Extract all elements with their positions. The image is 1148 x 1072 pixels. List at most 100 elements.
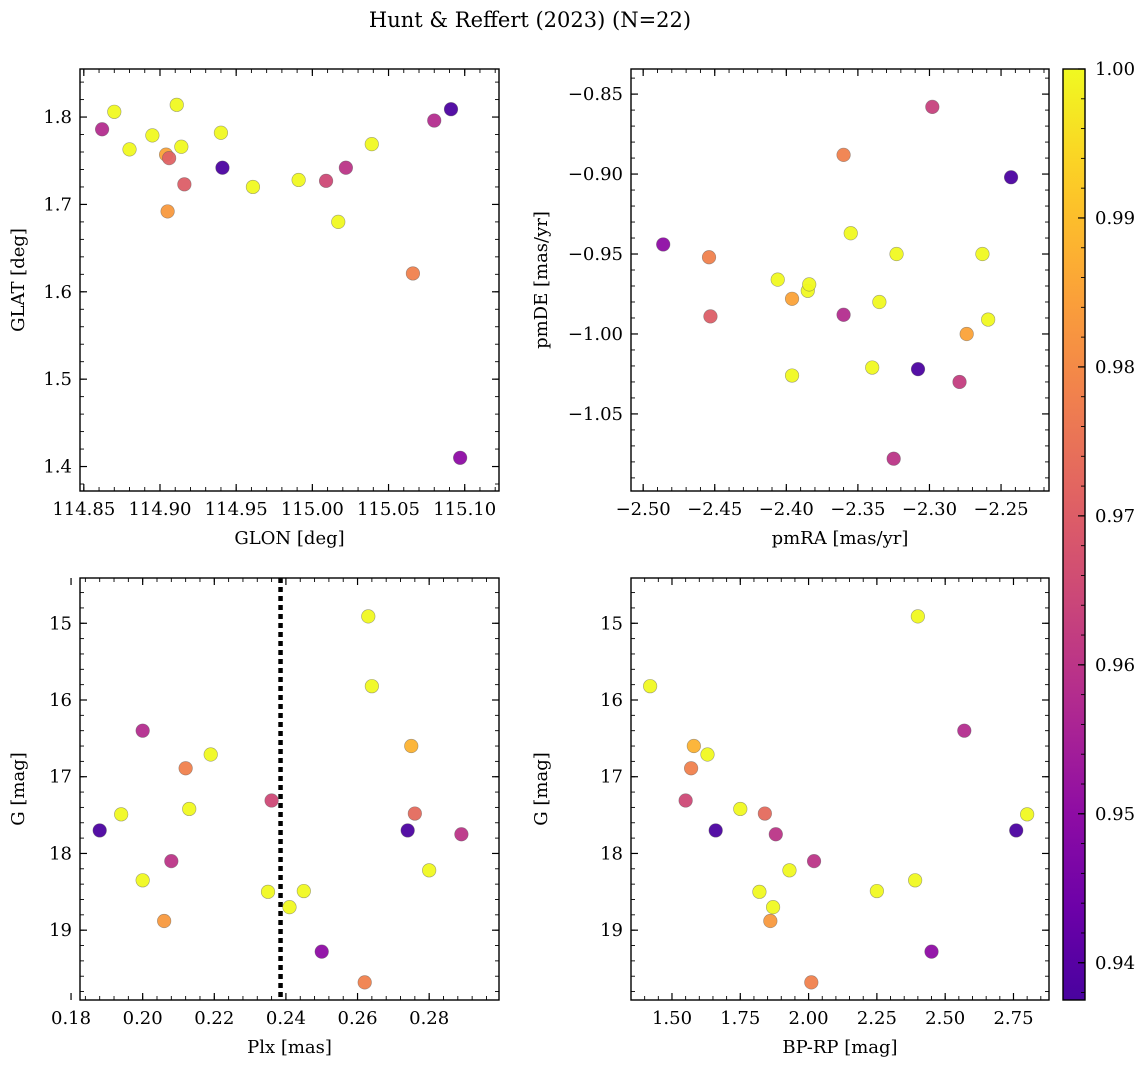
data-point[interactable] [703, 309, 718, 324]
data-point[interactable] [145, 128, 160, 143]
data-point[interactable] [400, 823, 415, 838]
data-point[interactable] [752, 884, 767, 899]
data-point[interactable] [245, 179, 261, 195]
data-point[interactable] [1009, 823, 1024, 838]
data-point[interactable] [174, 139, 189, 154]
data-point[interactable] [122, 142, 137, 157]
data-point[interactable] [182, 801, 197, 817]
data-point[interactable] [768, 827, 783, 842]
data-point[interactable] [910, 362, 926, 377]
data-point[interactable] [135, 723, 150, 738]
data-point[interactable] [770, 272, 785, 287]
y-tick-label: 19 [600, 920, 623, 941]
x-tick-label: 114.95 [205, 499, 268, 520]
data-point[interactable] [407, 806, 422, 821]
data-point[interactable] [92, 823, 107, 838]
data-point[interactable] [282, 900, 297, 915]
data-point[interactable] [114, 807, 129, 822]
data-point[interactable] [910, 609, 925, 624]
panel-glon-glat: 114.85 114.90 114.95 115.00 115.05 115.10 1.4 1… [8, 68, 500, 549]
data-point[interactable] [157, 913, 172, 929]
data-point[interactable] [872, 294, 887, 310]
data-point[interactable] [765, 900, 781, 915]
data-point[interactable] [806, 854, 822, 869]
data-point[interactable] [169, 97, 184, 112]
data-point[interactable] [843, 226, 858, 241]
data-point[interactable] [357, 975, 372, 990]
data-point[interactable] [404, 738, 419, 754]
x-axis-label: GLON [deg] [234, 528, 344, 549]
data-point[interactable] [213, 125, 229, 140]
data-point[interactable] [865, 360, 880, 375]
axes-frame [79, 577, 500, 1001]
data-point[interactable] [443, 102, 459, 117]
data-point[interactable] [757, 806, 772, 821]
data-point[interactable] [836, 147, 851, 162]
data-point[interactable] [908, 873, 923, 888]
data-point[interactable] [94, 122, 110, 137]
data-point[interactable] [836, 307, 851, 322]
data-point[interactable] [264, 793, 279, 808]
data-point[interactable] [260, 884, 276, 899]
data-point[interactable] [959, 326, 974, 342]
data-point[interactable] [708, 823, 723, 838]
data-point[interactable] [296, 883, 311, 899]
data-point[interactable] [422, 863, 437, 878]
data-point[interactable] [135, 873, 150, 888]
x-tick-label: −2.30 [902, 499, 957, 520]
data-point[interactable] [177, 177, 192, 192]
data-point[interactable] [453, 450, 468, 465]
data-point[interactable] [318, 173, 334, 188]
data-point[interactable] [164, 854, 179, 869]
data-point[interactable] [203, 747, 218, 762]
data-point[interactable] [889, 246, 904, 262]
data-point[interactable] [1020, 807, 1035, 822]
data-point[interactable] [678, 793, 693, 808]
data-point[interactable] [331, 214, 346, 229]
data-point[interactable] [952, 374, 967, 390]
data-point[interactable] [763, 913, 778, 929]
x-tick-label: 2.50 [925, 1008, 965, 1029]
data-point[interactable] [733, 801, 748, 817]
y-tick-label: −1.00 [568, 324, 623, 345]
data-point[interactable] [886, 451, 901, 466]
data-point[interactable] [314, 944, 329, 959]
data-point[interactable] [981, 312, 996, 327]
data-point[interactable] [701, 250, 717, 265]
data-point[interactable] [427, 113, 442, 128]
data-point[interactable] [162, 151, 177, 166]
data-point[interactable] [454, 827, 469, 842]
data-point[interactable] [784, 291, 800, 306]
data-point[interactable] [684, 761, 699, 776]
data-point[interactable] [924, 944, 939, 959]
colorbar-tick-label: 0.94 [1095, 953, 1135, 974]
data-point[interactable] [364, 679, 379, 694]
y-tick-label: 1.7 [43, 194, 72, 215]
data-point[interactable] [364, 137, 379, 152]
data-point[interactable] [291, 172, 306, 188]
x-tick-label: 0.26 [338, 1008, 378, 1029]
data-point[interactable] [1003, 170, 1019, 185]
data-point[interactable] [869, 883, 884, 899]
data-point[interactable] [107, 104, 122, 119]
data-point[interactable] [686, 738, 701, 754]
x-tick-label: −2.40 [759, 499, 814, 520]
data-point[interactable] [338, 160, 353, 175]
data-point[interactable] [215, 160, 230, 175]
data-point[interactable] [975, 246, 990, 262]
data-point[interactable] [784, 368, 800, 383]
data-point[interactable] [643, 679, 658, 694]
data-point[interactable] [361, 609, 376, 624]
data-point[interactable] [405, 266, 421, 281]
data-point[interactable] [925, 99, 940, 114]
data-point[interactable] [160, 204, 175, 219]
data-point[interactable] [957, 723, 972, 738]
data-point[interactable] [804, 975, 819, 990]
data-point[interactable] [782, 863, 797, 878]
y-tick-label: 18 [600, 843, 623, 864]
data-point[interactable] [656, 237, 671, 252]
x-tick-label: 0.22 [194, 1008, 234, 1029]
data-point[interactable] [802, 277, 817, 292]
data-point[interactable] [178, 761, 193, 776]
data-point[interactable] [700, 747, 715, 762]
